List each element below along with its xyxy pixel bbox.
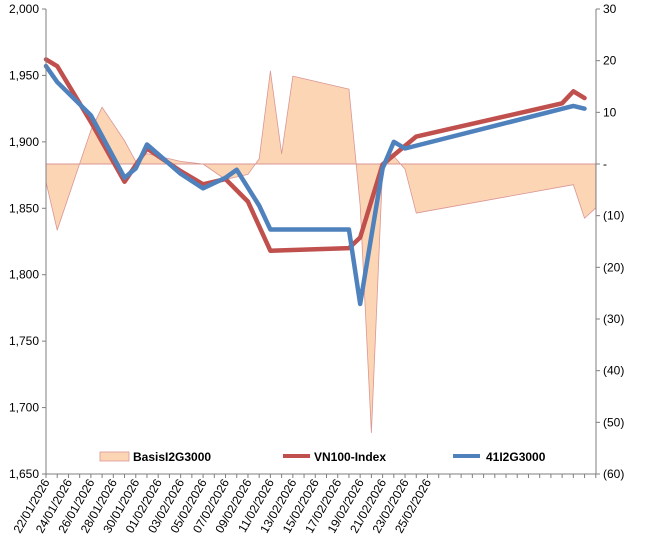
legend-label-basis: BasisI2G3000 xyxy=(133,450,211,464)
legend: BasisI2G3000 VN100-Index 41I2G3000 xyxy=(99,450,546,464)
legend-label-41i2g3000: 41I2G3000 xyxy=(486,450,546,464)
left-axis-tick-label: 2,000 xyxy=(9,2,39,16)
left-axis-tick-label: 1,750 xyxy=(9,334,39,348)
line-series-group xyxy=(43,57,587,307)
right-axis-tick-label: (30) xyxy=(603,312,624,326)
right-axis-tick-label: - xyxy=(603,157,607,171)
right-axis-tick-label: (20) xyxy=(603,260,624,274)
left-axis-tick-label: 1,650 xyxy=(9,467,39,481)
left-axis-tick-label: 1,900 xyxy=(9,135,39,149)
right-axis-tick-label: (50) xyxy=(603,415,624,429)
right-axis-tick-label: (10) xyxy=(603,209,624,223)
41i2g3000-line xyxy=(43,63,587,307)
right-axis-tick-label: (60) xyxy=(603,467,624,481)
axes xyxy=(45,9,597,475)
left-axis-tick-label: 1,850 xyxy=(9,201,39,215)
legend-label-vn100: VN100-Index xyxy=(314,450,386,464)
right-axis-tick-label: (40) xyxy=(603,364,624,378)
right-axis-tick-label: 10 xyxy=(603,105,617,119)
right-axis-tick-label: 20 xyxy=(603,54,617,68)
right-axis-tick-label: 30 xyxy=(603,2,617,16)
left-axis-tick-label: 1,700 xyxy=(9,401,39,415)
basis-area xyxy=(45,70,597,434)
left-axis-tick-label: 1,800 xyxy=(9,268,39,282)
legend-swatch-basis xyxy=(99,451,130,462)
basis-area-series xyxy=(45,70,597,434)
left-axis-tick-label: 1,950 xyxy=(9,68,39,82)
